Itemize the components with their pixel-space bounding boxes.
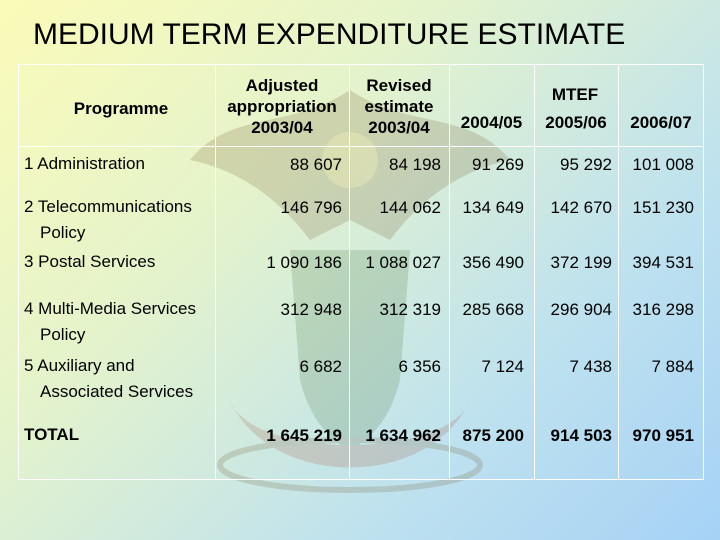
value-cell: 312 319 bbox=[379, 300, 441, 319]
programme-label: 4 Multi-Media Services Policy bbox=[24, 299, 196, 344]
table-divider bbox=[215, 64, 216, 480]
value-cell: 84 198 bbox=[389, 155, 441, 174]
table-divider bbox=[349, 64, 350, 480]
table-frame bbox=[18, 64, 704, 480]
header-2005-06: 2005/06 bbox=[545, 113, 607, 132]
header-adjusted: Adjusted appropriation 2003/04 bbox=[227, 76, 337, 137]
header-revised: Revised estimate 2003/04 bbox=[364, 76, 434, 137]
table-divider bbox=[449, 64, 450, 480]
value-cell: 146 796 bbox=[280, 198, 342, 217]
value-cell: 151 230 bbox=[632, 198, 694, 217]
value-cell: 1 090 186 bbox=[266, 253, 342, 272]
value-cell: 285 668 bbox=[462, 300, 524, 319]
value-cell: 394 531 bbox=[632, 253, 694, 272]
header-2004-05: 2004/05 bbox=[460, 113, 523, 132]
header-programme: Programme bbox=[73, 99, 169, 118]
value-cell: 7 124 bbox=[481, 357, 524, 376]
header-2006-07: 2006/07 bbox=[630, 113, 692, 132]
value-cell: 91 269 bbox=[472, 155, 524, 174]
slide-title: MEDIUM TERM EXPENDITURE ESTIMATE bbox=[33, 18, 626, 51]
value-cell: 101 008 bbox=[632, 155, 694, 174]
programme-label: 1 Administration bbox=[24, 154, 145, 173]
value-cell: 7 884 bbox=[651, 357, 694, 376]
value-cell: 95 292 bbox=[560, 155, 612, 174]
value-cell: 142 670 bbox=[550, 198, 612, 217]
coat-of-arms-watermark bbox=[190, 90, 510, 493]
header-divider bbox=[18, 146, 704, 147]
value-cell: 1 088 027 bbox=[365, 253, 441, 272]
value-cell: 312 948 bbox=[280, 300, 342, 319]
value-cell: 88 607 bbox=[290, 155, 342, 174]
value-cell: 6 356 bbox=[398, 357, 441, 376]
value-cell: 134 649 bbox=[462, 198, 524, 217]
table-divider bbox=[534, 64, 535, 480]
value-cell: 316 298 bbox=[632, 300, 694, 319]
value-cell: 356 490 bbox=[462, 253, 524, 272]
value-cell: 372 199 bbox=[550, 253, 612, 272]
total-value-cell: 970 951 bbox=[632, 426, 694, 445]
total-label: TOTAL bbox=[24, 425, 80, 444]
programme-label: 3 Postal Services bbox=[24, 252, 156, 271]
table-divider bbox=[618, 64, 619, 480]
total-value-cell: 1 645 219 bbox=[266, 426, 342, 445]
value-cell: 144 062 bbox=[379, 198, 441, 217]
programme-label: 5 Auxiliary and Associated Services bbox=[24, 356, 194, 401]
total-value-cell: 875 200 bbox=[462, 426, 524, 445]
value-cell: 6 682 bbox=[299, 357, 342, 376]
total-value-cell: 914 503 bbox=[550, 426, 612, 445]
value-cell: 296 904 bbox=[550, 300, 612, 319]
value-cell: 7 438 bbox=[569, 357, 612, 376]
header-mtef: MTEF bbox=[551, 85, 599, 104]
programme-label: 2 Telecommunications Policy bbox=[24, 197, 192, 242]
total-value-cell: 1 634 962 bbox=[365, 426, 441, 445]
